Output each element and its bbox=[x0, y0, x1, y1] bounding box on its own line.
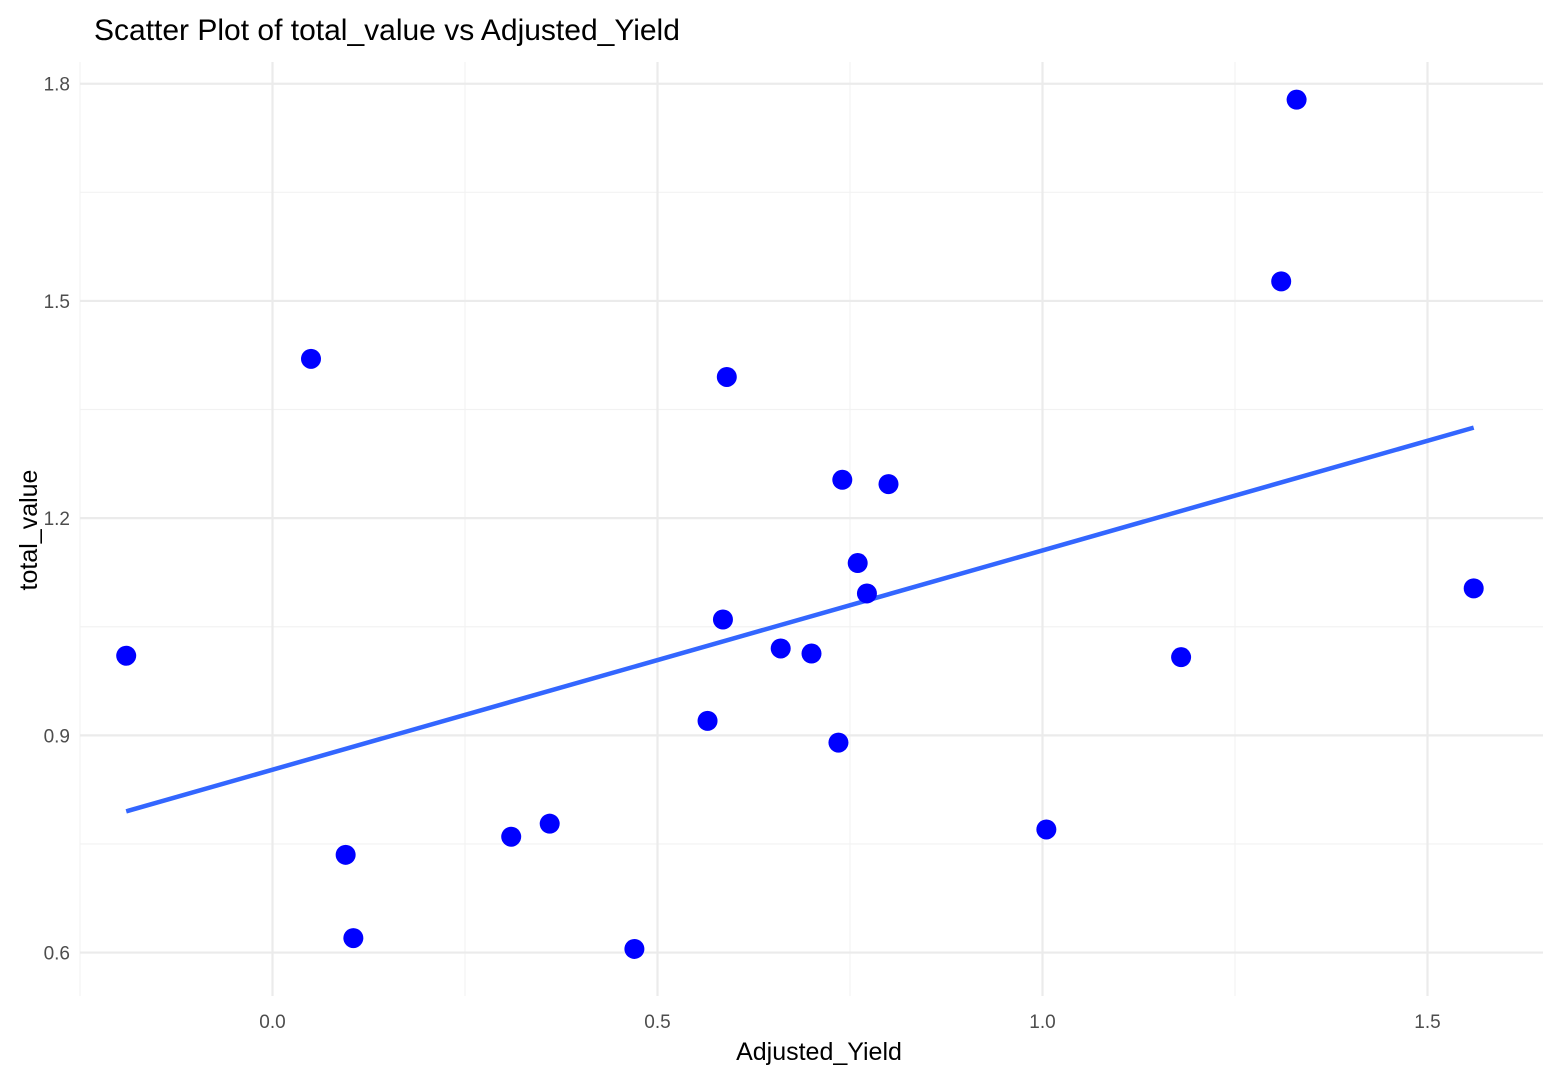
x-tick-label: 1.5 bbox=[1414, 1012, 1440, 1033]
data-point bbox=[828, 732, 849, 753]
x-tick-labels: 0.0 0.5 1.0 1.5 bbox=[259, 1012, 1440, 1033]
data-point bbox=[539, 813, 560, 834]
data-point bbox=[335, 844, 356, 865]
y-tick-label: 1.8 bbox=[44, 75, 70, 96]
trend-line bbox=[125, 425, 1475, 814]
data-point bbox=[878, 474, 899, 495]
data-point bbox=[856, 583, 877, 604]
trend-line-group bbox=[125, 425, 1475, 814]
major-grid bbox=[80, 62, 1543, 996]
y-axis-title: total_value bbox=[15, 470, 43, 591]
data-point bbox=[801, 643, 822, 664]
data-point bbox=[1286, 89, 1307, 110]
y-tick-label: 0.6 bbox=[44, 944, 70, 965]
data-point bbox=[832, 469, 853, 490]
x-tick-label: 0.5 bbox=[644, 1012, 670, 1033]
chart-title: Scatter Plot of total_value vs Adjusted_… bbox=[94, 14, 680, 47]
data-point bbox=[770, 638, 791, 659]
data-points bbox=[116, 89, 1484, 959]
data-point bbox=[1463, 578, 1484, 599]
y-tick-label: 1.2 bbox=[44, 509, 70, 530]
data-point bbox=[343, 928, 364, 949]
y-tick-label: 1.5 bbox=[44, 292, 70, 313]
minor-grid bbox=[79, 62, 1543, 996]
data-point bbox=[501, 826, 522, 847]
data-point bbox=[624, 938, 645, 959]
data-point bbox=[697, 710, 718, 731]
data-point bbox=[116, 645, 137, 666]
x-tick-label: 1.0 bbox=[1029, 1012, 1055, 1033]
x-axis-title: Adjusted_Yield bbox=[736, 1038, 902, 1066]
data-point bbox=[716, 366, 737, 387]
y-tick-labels: 0.6 0.9 1.2 1.5 1.8 bbox=[44, 75, 70, 965]
data-point bbox=[301, 348, 321, 369]
data-point bbox=[712, 609, 733, 630]
data-point bbox=[847, 553, 868, 574]
data-point bbox=[1171, 647, 1192, 668]
data-point bbox=[1036, 819, 1057, 840]
data-point bbox=[1271, 271, 1292, 292]
x-tick-label: 0.0 bbox=[259, 1012, 285, 1033]
y-tick-label: 0.9 bbox=[44, 726, 70, 747]
